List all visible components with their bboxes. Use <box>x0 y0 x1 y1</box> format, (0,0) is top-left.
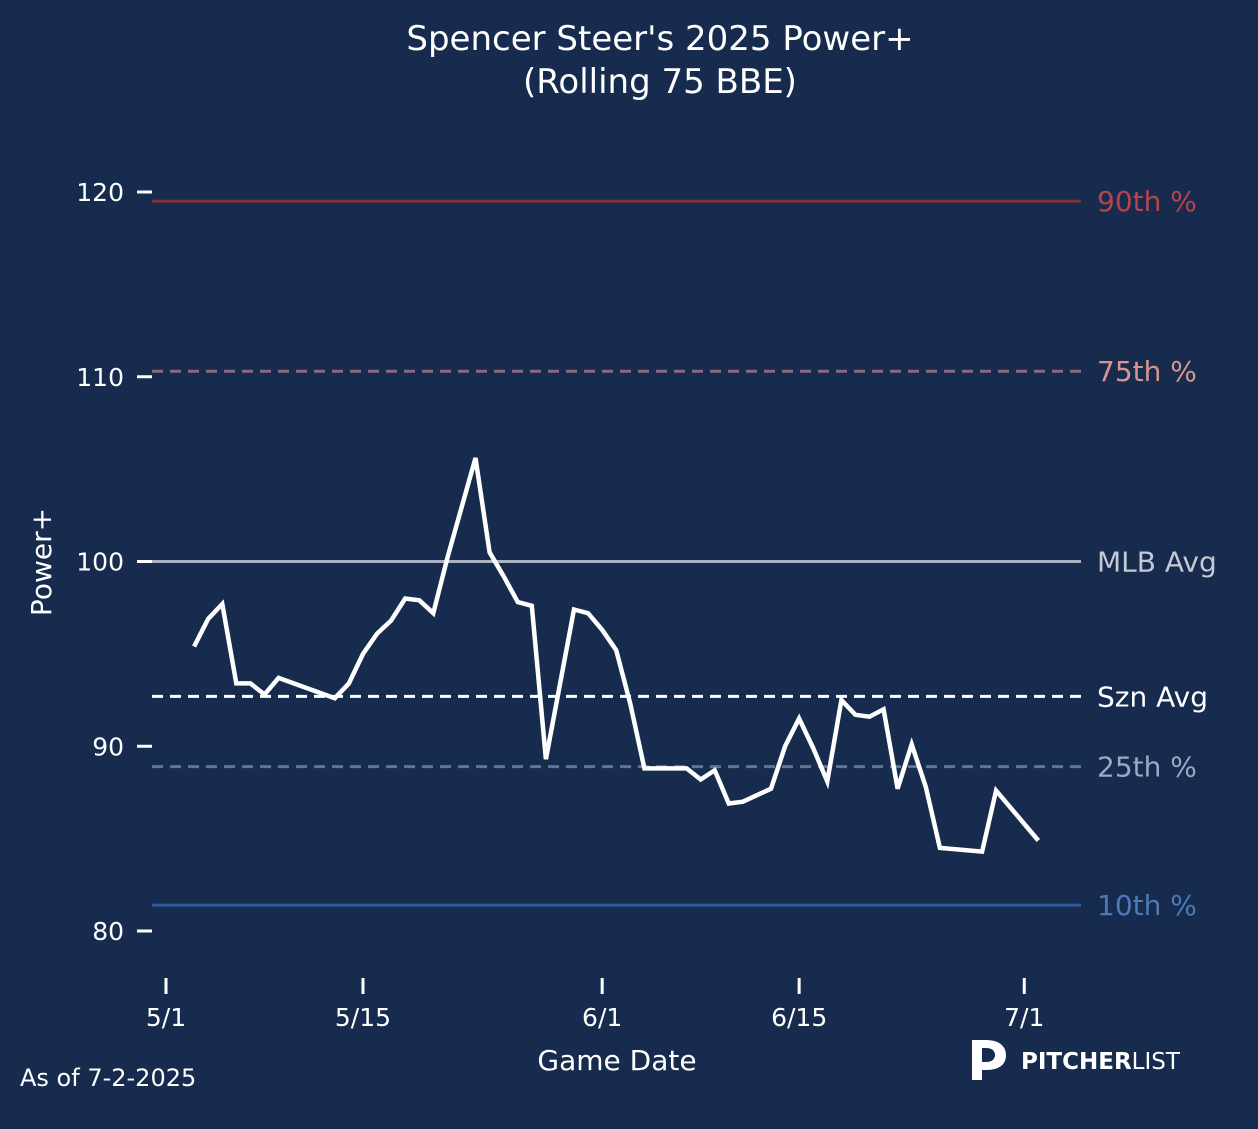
pitcherlist-p-icon <box>972 1040 1006 1080</box>
series-layer <box>192 457 1041 855</box>
x-tick-label: 7/1 <box>1004 1003 1044 1032</box>
chart-title: Spencer Steer's 2025 Power+ <box>406 19 913 59</box>
svg-text:PITCHERLIST: PITCHERLIST <box>1021 1049 1181 1075</box>
reference-line-label: Szn Avg <box>1097 680 1208 713</box>
chart-subtitle: (Rolling 75 BBE) <box>523 62 797 102</box>
y-tick-label: 80 <box>92 917 124 946</box>
y-tick-label: 100 <box>76 548 124 577</box>
reference-line-label: 90th % <box>1097 185 1197 218</box>
logo-text-light: LIST <box>1132 1049 1181 1075</box>
x-tick-label: 6/15 <box>771 1003 827 1032</box>
reference-lines: 90th % 75th % MLB Avg Szn Avg 25th % 10th % <box>152 185 1217 922</box>
logo-text-bold: PITCHER <box>1021 1049 1132 1075</box>
reference-line-label: 25th % <box>1097 751 1197 784</box>
y-tick-label: 120 <box>76 178 124 207</box>
reference-line-label: 10th % <box>1097 889 1197 922</box>
y-axis: 80 90 100 110 120 <box>76 178 152 946</box>
x-tick-label: 5/1 <box>146 1003 186 1032</box>
y-tick-label: 90 <box>92 732 124 761</box>
x-axis-label: Game Date <box>537 1044 696 1077</box>
reference-line-label: 75th % <box>1097 355 1197 388</box>
x-tick-label: 6/1 <box>582 1003 622 1032</box>
reference-line-label: MLB Avg <box>1097 546 1217 579</box>
as-of-date: As of 7-2-2025 <box>20 1064 196 1092</box>
x-axis: 5/1 5/15 6/1 6/15 7/1 <box>146 978 1044 1032</box>
pitcherlist-logo: PITCHERLIST <box>972 1040 1181 1080</box>
power-plus-line <box>192 457 1041 855</box>
x-tick-label: 5/15 <box>335 1003 391 1032</box>
y-tick-label: 110 <box>76 363 124 392</box>
y-axis-label: Power+ <box>25 508 58 616</box>
